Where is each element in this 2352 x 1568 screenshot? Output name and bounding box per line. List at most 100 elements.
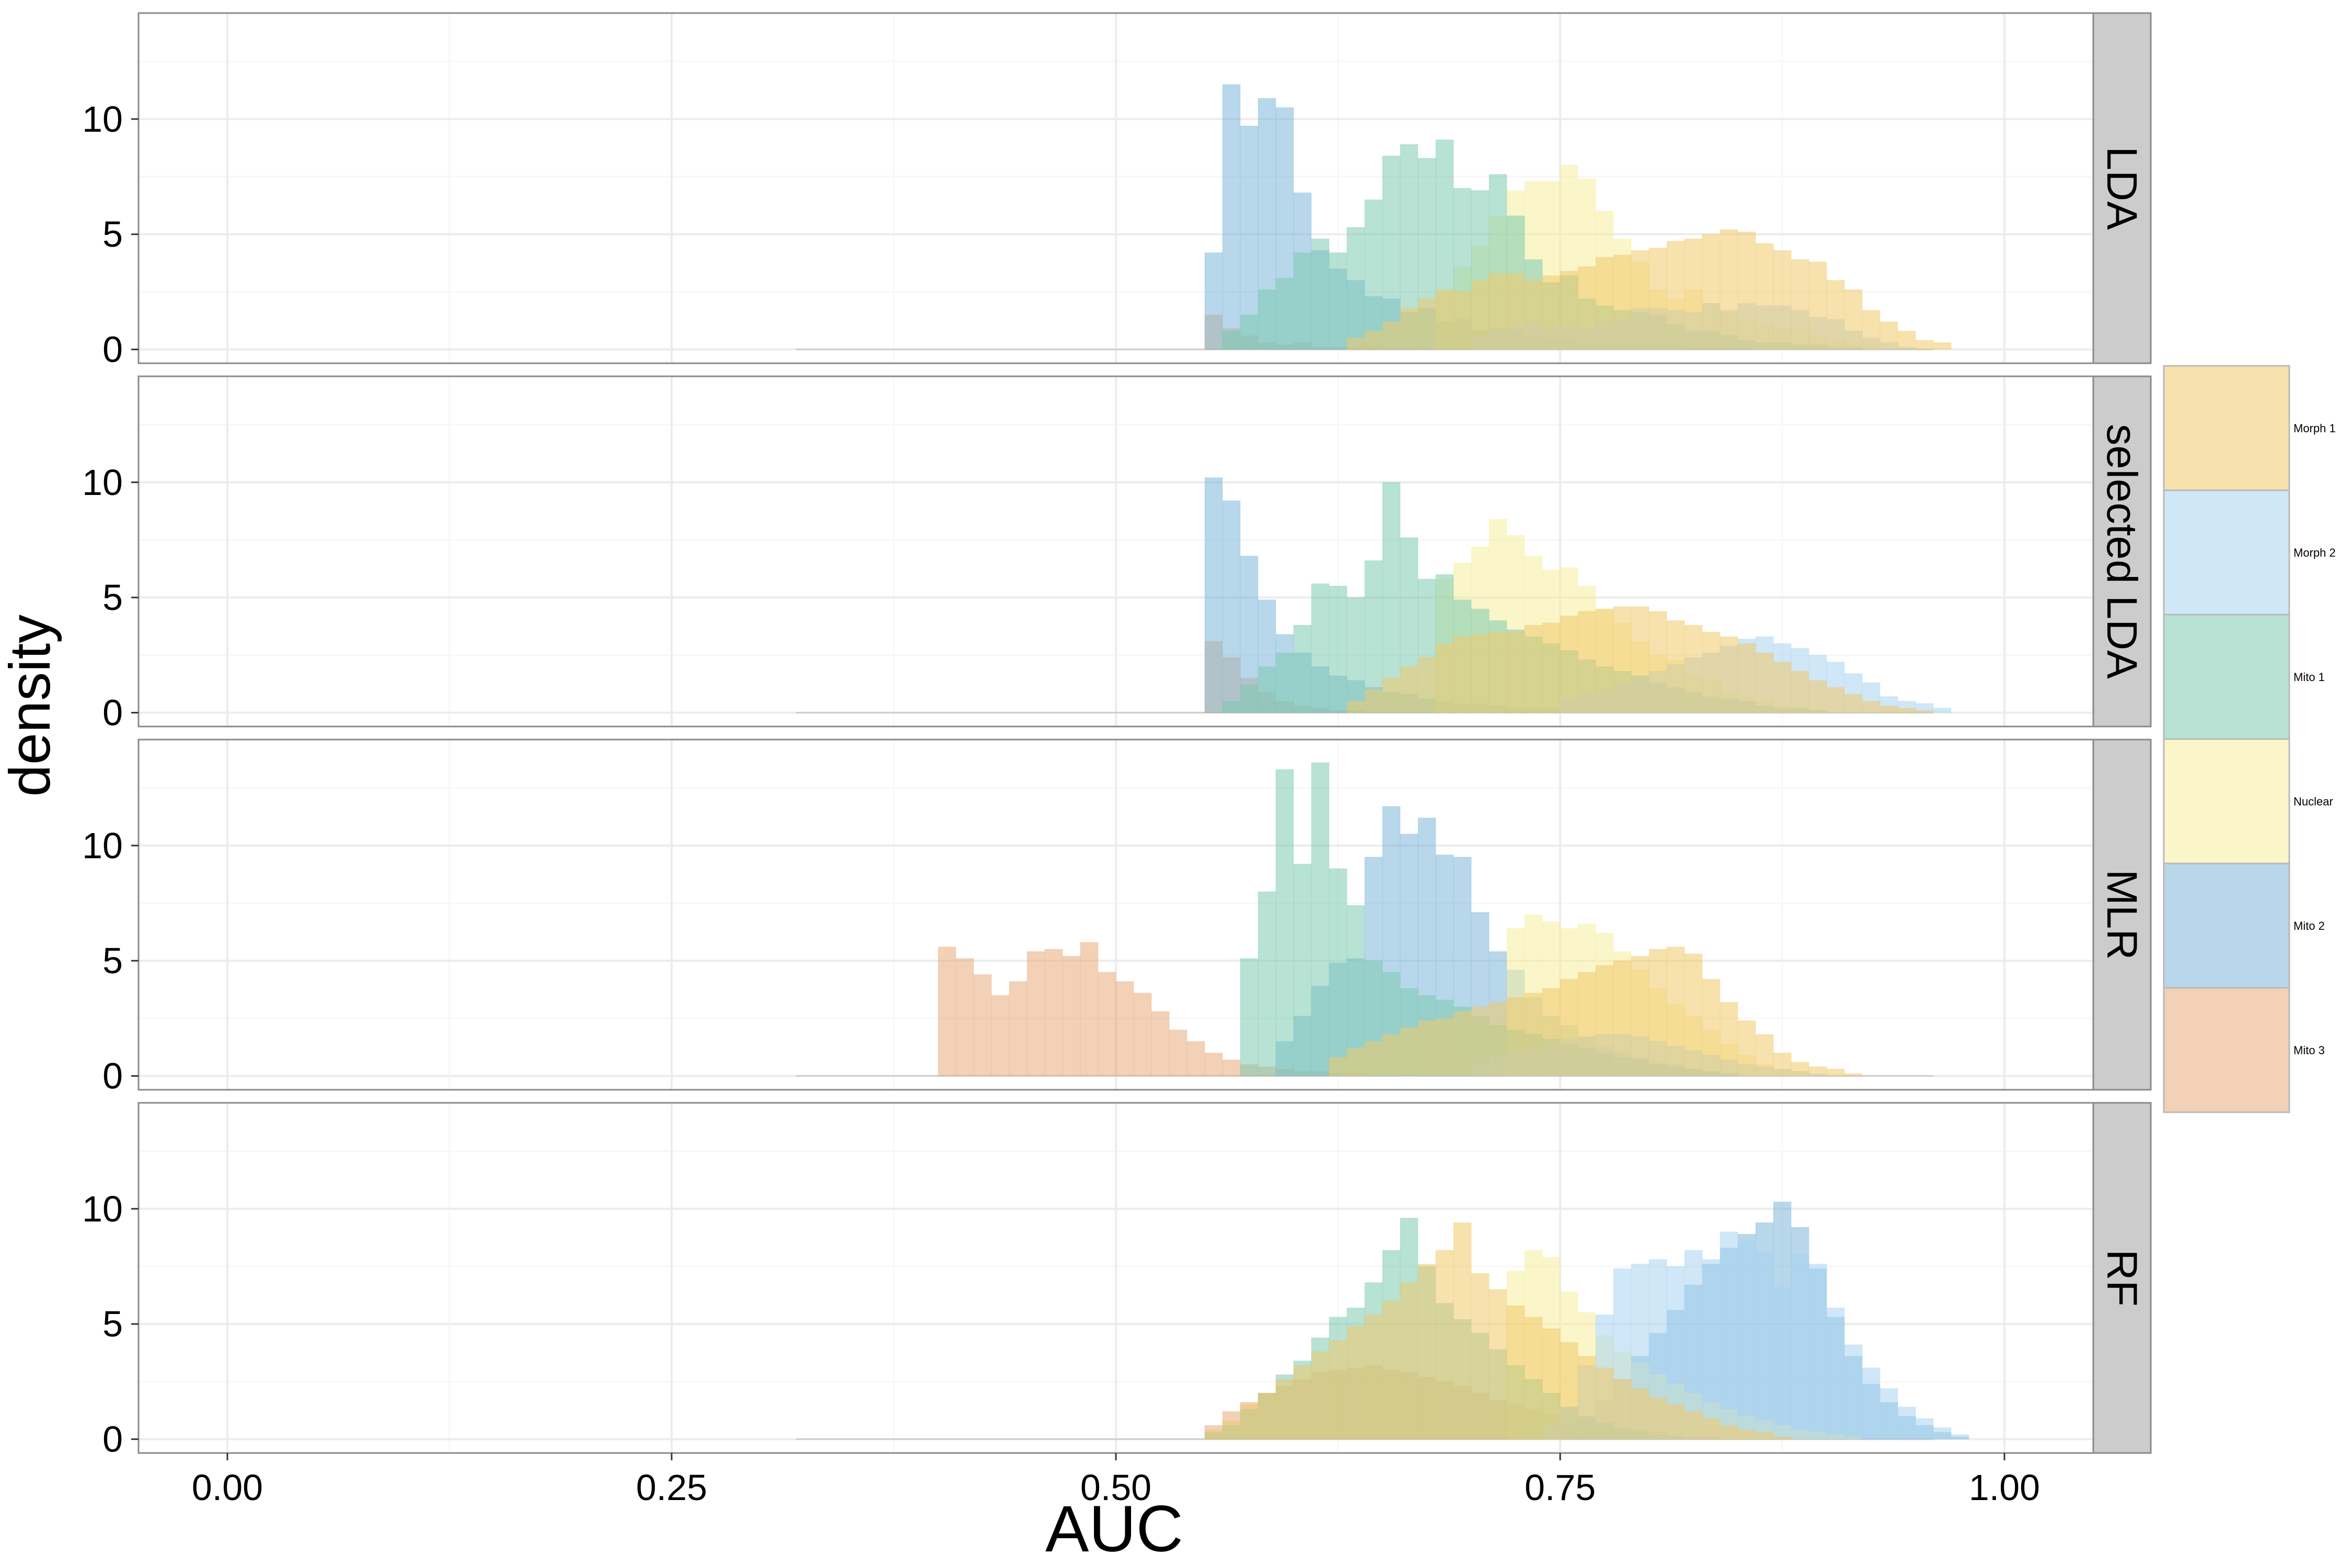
histogram-bar	[1062, 955, 1081, 1077]
histogram-bar	[1400, 1282, 1419, 1440]
histogram-bar	[1720, 636, 1738, 713]
y-tick-label: 10	[82, 825, 123, 866]
histogram-bar	[1346, 905, 1365, 1077]
histogram-bar	[1293, 1365, 1312, 1440]
histogram-bar	[1453, 291, 1472, 350]
histogram-bar	[1346, 338, 1365, 350]
histogram-bar	[1204, 1052, 1223, 1077]
histogram-bar	[1364, 1315, 1383, 1440]
x-tick-label: 1.00	[1969, 1467, 2040, 1508]
histogram-bar	[1222, 84, 1241, 350]
histogram-bar	[1186, 1041, 1205, 1077]
histogram-bar	[1524, 625, 1543, 713]
y-tick-label: 5	[102, 214, 123, 255]
histogram-bar	[1275, 1379, 1294, 1440]
histogram-bar	[1346, 1048, 1365, 1077]
histogram-bar	[955, 958, 974, 1077]
histogram-bar	[1808, 1066, 1827, 1077]
histogram-bar	[1826, 1307, 1845, 1440]
histogram-bar	[1702, 1418, 1721, 1440]
facet-strip-label: MLR	[2098, 869, 2146, 960]
histogram-bar	[1915, 1418, 1934, 1440]
histogram-bar	[1862, 310, 1881, 350]
histogram-bar	[1453, 636, 1472, 713]
histogram-bar	[1489, 1002, 1507, 1077]
histogram-bar	[1613, 255, 1632, 350]
histogram-bar	[1560, 978, 1578, 1077]
y-tick-label: 0	[102, 1056, 123, 1097]
histogram-bar	[1329, 1340, 1347, 1440]
histogram-bar	[1826, 687, 1845, 713]
histogram-bar	[1435, 289, 1454, 350]
histogram-bar	[1844, 289, 1863, 350]
histogram-bar	[1204, 1429, 1223, 1440]
histogram-bar	[1240, 685, 1259, 713]
histogram-bar	[1720, 1002, 1738, 1077]
histogram-bar	[1631, 250, 1650, 350]
legend-swatch	[2163, 987, 2290, 1113]
legend-swatch	[2163, 862, 2290, 989]
histogram-bar	[1791, 1062, 1809, 1077]
histogram-bar	[1382, 677, 1401, 713]
histogram-bar	[1453, 1222, 1472, 1440]
histogram-bar	[1524, 1317, 1543, 1440]
histogram-bar	[1240, 314, 1259, 350]
histogram-bar	[1844, 694, 1863, 713]
histogram-bar	[1933, 708, 1952, 713]
histogram-bar	[1702, 631, 1721, 713]
histogram-bar	[1702, 1259, 1721, 1440]
histogram-bar	[1222, 500, 1241, 713]
y-tick-label: 0	[102, 693, 123, 733]
histogram-bar	[1560, 271, 1578, 350]
histogram-bar	[1364, 1041, 1383, 1077]
histogram-bar	[1755, 1252, 1774, 1440]
histogram-bar	[1880, 321, 1898, 350]
histogram-bar	[1791, 259, 1809, 350]
histogram-bar	[1364, 330, 1383, 350]
legend-swatch	[2163, 365, 2290, 491]
histogram-bar	[1489, 631, 1507, 713]
histogram-bar	[1346, 1326, 1365, 1440]
histogram-bar	[1417, 1020, 1436, 1077]
histogram-bar	[1631, 606, 1650, 713]
histogram-bar	[1933, 342, 1952, 350]
histogram-bar	[1826, 280, 1845, 350]
histogram-bar	[991, 995, 1010, 1077]
histogram-bar	[1826, 1068, 1845, 1077]
x-tick-label: 0.75	[1525, 1467, 1596, 1508]
legend-item: Nuclear	[2163, 738, 2333, 864]
histogram-bar	[1382, 482, 1401, 713]
legend-swatch	[2163, 489, 2290, 616]
legend: Morph 1 Morph 2 Mito 1 Nuclear Mito 2 Mito 3	[2163, 365, 2336, 1113]
histogram-bar	[1844, 1344, 1863, 1440]
legend-item: Morph 1	[2163, 365, 2336, 491]
histogram-bar	[1258, 1392, 1276, 1440]
histogram-bar	[1684, 1250, 1703, 1440]
legend-item: Morph 2	[2163, 489, 2336, 616]
histogram-bar	[1364, 560, 1383, 713]
histogram-bar	[1506, 273, 1525, 350]
histogram-bar	[1098, 972, 1116, 1077]
histogram-bar	[1773, 1436, 1792, 1440]
histogram-bar	[1951, 1434, 1969, 1440]
histogram-bar	[1613, 606, 1632, 713]
legend-swatch	[2163, 614, 2290, 740]
histogram-bar	[1791, 1254, 1809, 1440]
histogram-bar	[1542, 1328, 1561, 1440]
histogram-bar	[1808, 261, 1827, 350]
series-morph-1	[1329, 947, 1863, 1077]
histogram-bar	[1915, 710, 1934, 713]
histogram-bar	[1435, 643, 1454, 713]
histogram-bar	[1897, 330, 1916, 350]
histogram-bar	[1364, 689, 1383, 713]
histogram-bar	[1720, 1425, 1738, 1440]
y-tick-label: 10	[82, 462, 123, 503]
histogram-bar	[1329, 868, 1347, 1077]
histogram-bar	[1773, 1287, 1792, 1440]
histogram-bar	[1417, 657, 1436, 713]
histogram-bar	[1595, 608, 1614, 713]
histogram-bar	[1453, 1011, 1472, 1077]
histogram-bar	[1560, 1342, 1578, 1440]
x-axis-title: AUC	[1045, 1493, 1183, 1565]
